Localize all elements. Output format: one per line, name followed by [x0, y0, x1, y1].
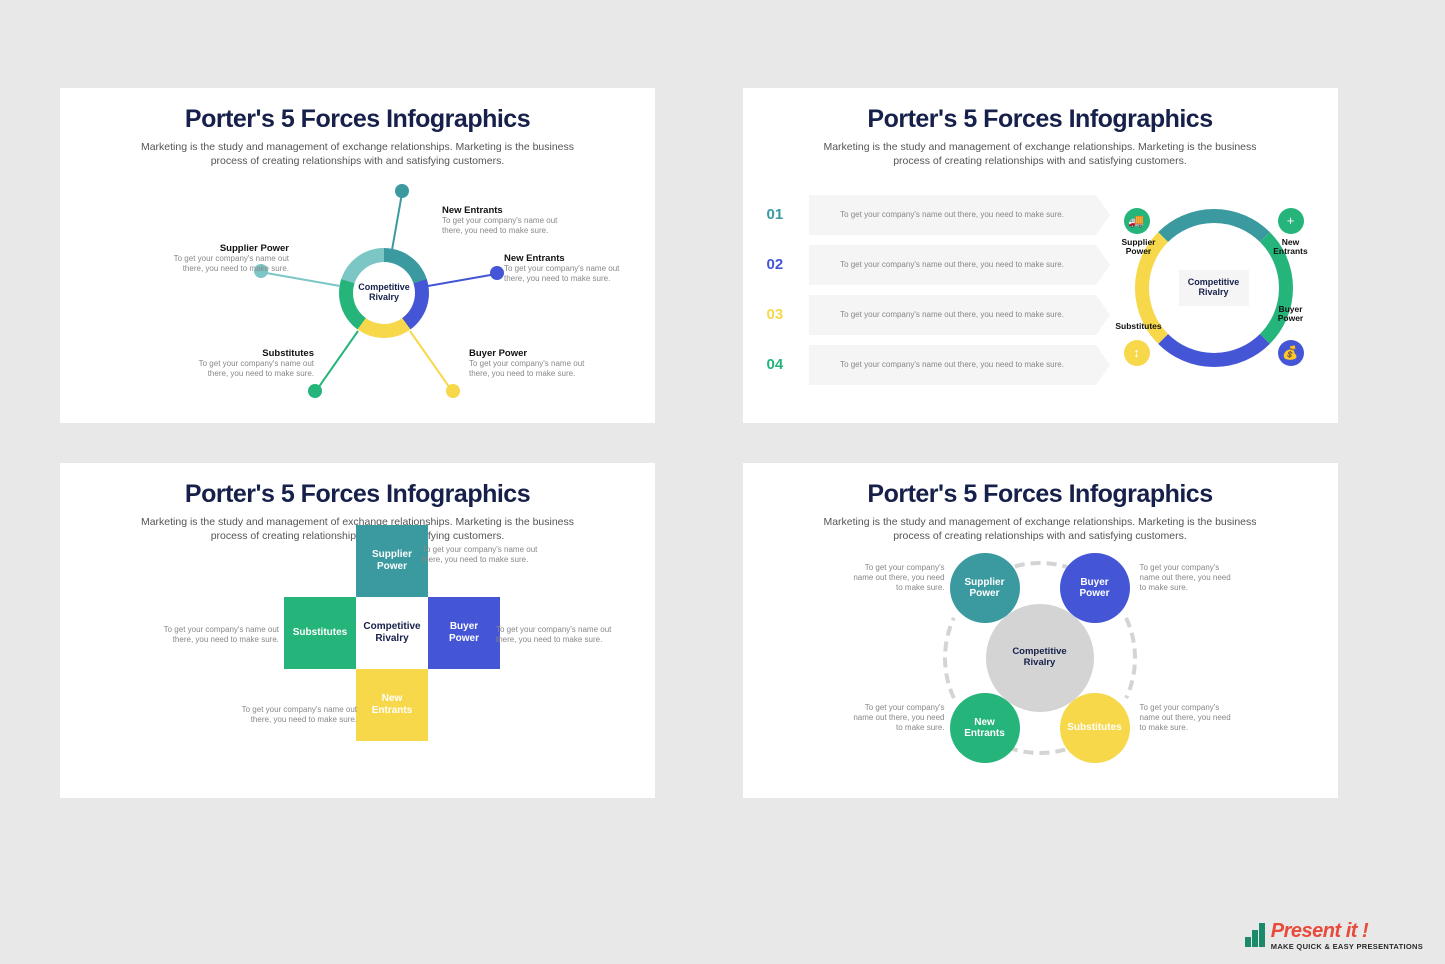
slide1-spoke-desc: To get your company's name out there, yo…: [442, 216, 562, 236]
slide4-force-circle: SupplierPower: [950, 553, 1020, 623]
slide-title: Porter's 5 Forces Infographics: [767, 106, 1314, 134]
slide2-ring-label: BuyerPower: [1266, 305, 1316, 324]
slide3-center-cell: CompetitiveRivalry: [356, 597, 428, 669]
slide2-center-label: CompetitiveRivalry: [1179, 270, 1249, 306]
slide3-force-cell: NewEntrants: [356, 669, 428, 741]
slide-title: Porter's 5 Forces Infographics: [84, 481, 631, 509]
slide1-node: [446, 384, 460, 398]
slide-4: Porter's 5 Forces Infographics Marketing…: [743, 463, 1338, 798]
slide2-ring-label: SupplierPower: [1114, 238, 1164, 257]
slide4-force-circle: Substitutes: [1060, 693, 1130, 763]
slide2-list-item: 04 To get your company's name out there,…: [767, 345, 1096, 385]
slide3-force-cell: SupplierPower: [356, 525, 428, 597]
slide2-list-item: 03 To get your company's name out there,…: [767, 295, 1096, 335]
slide4-desc: To get your company's name out there, yo…: [850, 703, 945, 733]
slide1-center-label: CompetitiveRivalry: [353, 262, 415, 324]
slide4-desc: To get your company's name out there, yo…: [850, 563, 945, 593]
slide2-item-text: To get your company's name out there, yo…: [809, 295, 1096, 335]
slide1-spoke-title: New Entrants: [504, 253, 624, 264]
slide2-ring-label: Substitutes: [1114, 322, 1164, 331]
slide-1: Porter's 5 Forces Infographics Marketing…: [60, 88, 655, 423]
slide1-spoke-title: Buyer Power: [469, 348, 589, 359]
slide1-spoke-desc: To get your company's name out there, yo…: [504, 264, 624, 284]
slide2-item-text: To get your company's name out there, yo…: [809, 345, 1096, 385]
slide-subtitle: Marketing is the study and management of…: [138, 140, 578, 168]
slide1-spoke-desc: To get your company's name out there, yo…: [469, 359, 589, 379]
brand-name: Present it !: [1271, 921, 1423, 941]
slide2-list: 01 To get your company's name out there,…: [767, 191, 1096, 385]
slide2-item-number: 01: [767, 206, 795, 223]
slide4-desc: To get your company's name out there, yo…: [1140, 703, 1235, 733]
slide2-item-number: 04: [767, 356, 795, 373]
slide2-list-item: 02 To get your company's name out there,…: [767, 245, 1096, 285]
slide1-node: [395, 184, 409, 198]
slide3-desc: To get your company's name out there, yo…: [154, 625, 279, 645]
slide2-item-number: 02: [767, 256, 795, 273]
brand-logo-icon: [1245, 923, 1265, 947]
slide2-ring-dot-icon: +: [1278, 208, 1304, 234]
brand-tagline: MAKE QUICK & EASY PRESENTATIONS: [1271, 943, 1423, 951]
slide4-force-circle: NewEntrants: [950, 693, 1020, 763]
slide2-ring-dot-icon: ↕: [1124, 340, 1150, 366]
slide-title: Porter's 5 Forces Infographics: [84, 106, 631, 134]
slide3-force-cell: Substitutes: [284, 597, 356, 669]
slide2-item-text: To get your company's name out there, yo…: [809, 195, 1096, 235]
slide1-spoke-title: New Entrants: [442, 205, 562, 216]
slide3-desc: To get your company's name out there, yo…: [422, 545, 547, 565]
slide2-item-number: 03: [767, 306, 795, 323]
slide3-desc: To get your company's name out there, yo…: [496, 625, 621, 645]
slide2-item-text: To get your company's name out there, yo…: [809, 245, 1096, 285]
slide-subtitle: Marketing is the study and management of…: [820, 140, 1260, 168]
slide-3: Porter's 5 Forces Infographics Marketing…: [60, 463, 655, 798]
slide2-canvas: 01 To get your company's name out there,…: [767, 168, 1314, 408]
slide-title: Porter's 5 Forces Infographics: [767, 481, 1314, 509]
slide2-list-item: 01 To get your company's name out there,…: [767, 195, 1096, 235]
slide2-ring-label: NewEntrants: [1266, 238, 1316, 257]
slide-2: Porter's 5 Forces Infographics Marketing…: [743, 88, 1338, 423]
slide-grid: Porter's 5 Forces Infographics Marketing…: [0, 0, 1445, 858]
slide3-desc: To get your company's name out there, yo…: [232, 705, 357, 725]
slide3-force-cell: BuyerPower: [428, 597, 500, 669]
slide-subtitle: Marketing is the study and management of…: [820, 515, 1260, 543]
slide1-spoke-title: Substitutes: [194, 348, 314, 359]
slide2-ring-dot-icon: 💰: [1278, 340, 1304, 366]
slide1-spoke-title: Supplier Power: [169, 243, 289, 254]
slide1-canvas: CompetitiveRivalry New Entrants To get y…: [84, 168, 631, 408]
slide1-spoke-desc: To get your company's name out there, yo…: [194, 359, 314, 379]
slide2-ring-dot-icon: 🚚: [1124, 208, 1150, 234]
brand-footer: Present it ! MAKE QUICK & EASY PRESENTAT…: [1245, 921, 1423, 951]
slide2-ring: CompetitiveRivalry 🚚 SupplierPower + NewEntr…: [1114, 188, 1314, 388]
slide4-canvas: CompetitiveRivalrySupplierPowerTo get yo…: [767, 543, 1314, 783]
slide3-canvas: CompetitiveRivalrySupplierPowerTo get yo…: [84, 543, 631, 783]
slide1-node: [490, 266, 504, 280]
slide4-force-circle: BuyerPower: [1060, 553, 1130, 623]
slide1-node: [308, 384, 322, 398]
slide4-desc: To get your company's name out there, yo…: [1140, 563, 1235, 593]
slide1-spoke-desc: To get your company's name out there, yo…: [169, 254, 289, 274]
